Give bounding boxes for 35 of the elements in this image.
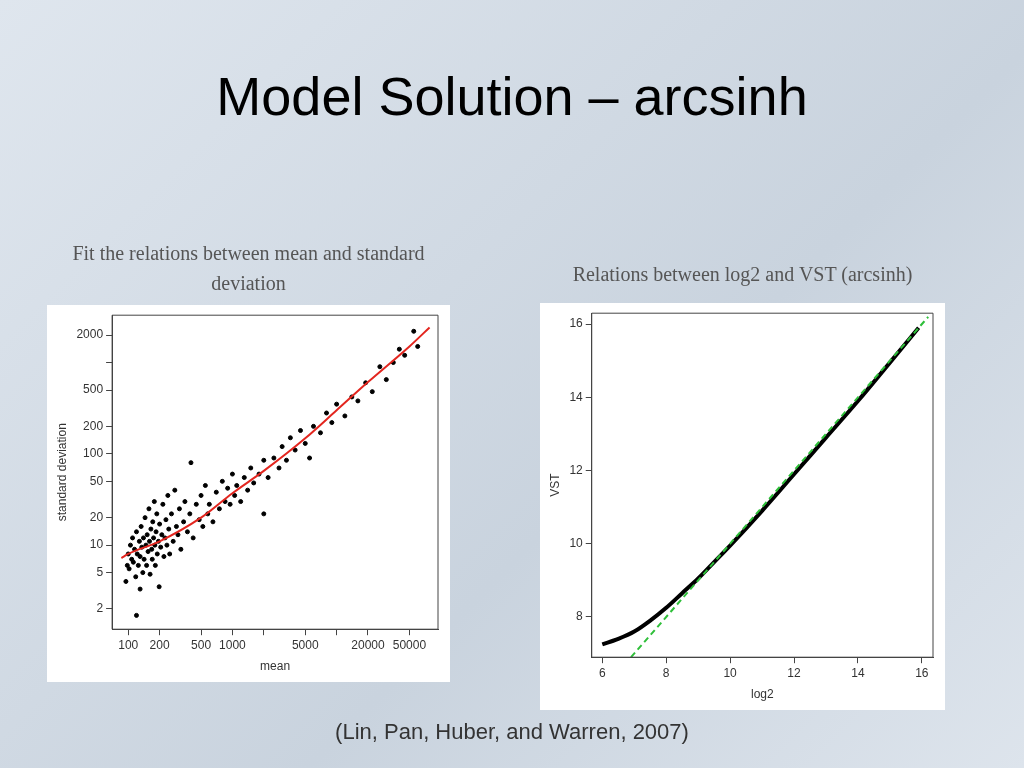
x-tick-label: 5000 [291,637,319,652]
x-axis-title: log2 [751,687,775,702]
y-tick-label: 10 [569,536,584,551]
y-tick-label: 500 [83,382,104,397]
x-tick-label: 12 [787,665,801,680]
x-tick-label: 100 [118,637,139,652]
y-tick-label: 2000 [76,327,104,342]
chart-title: Relations between log2 and VST (arcsinh) [571,262,914,288]
y-tick-label: 14 [569,389,584,404]
x-tick-label: 16 [915,665,929,680]
y-tick-label: 200 [83,418,104,433]
x-axis-title: mean [260,659,291,674]
y-tick-label: 10 [89,537,104,552]
chart-title: Fit the relations between mean and standard deviation [71,240,426,296]
x-tick-label: 1000 [219,637,247,652]
text: Model Solution – arcsinh [215,65,809,127]
x-tick-label: 200 [149,637,170,652]
y-tick-label: 20 [89,509,104,524]
y-tick-label: 2 [96,601,104,616]
y-tick-label: 8 [576,609,584,624]
y-tick-label: 16 [569,316,584,331]
y-tick-label: 100 [83,446,104,461]
x-tick-label: 20000 [351,637,385,652]
x-tick-label: 14 [851,665,865,680]
y-tick-label: 5 [96,564,104,579]
x-tick-label: 500 [191,637,212,652]
y-axis-title: standard deviation [54,423,69,522]
text: (Lin, Pan, Huber, and Warren, 2007) [334,719,690,745]
y-axis-title: VST [547,472,562,497]
x-tick-label: 6 [598,665,606,680]
x-tick-label: 10 [723,665,738,680]
x-tick-label: 50000 [392,637,427,652]
y-tick-label: 50 [89,473,104,488]
y-tick-label: 12 [569,462,584,477]
x-tick-label: 8 [662,665,670,680]
